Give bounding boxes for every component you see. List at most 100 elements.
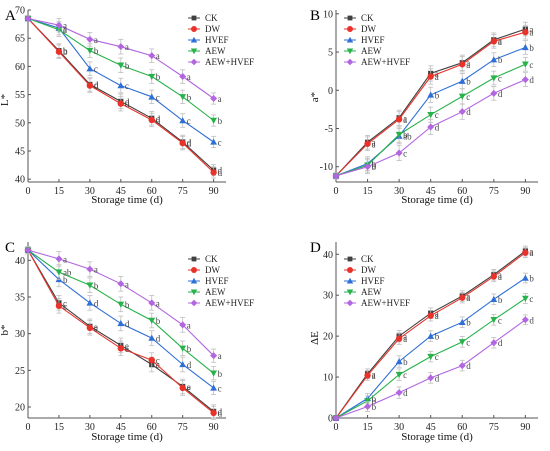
data-point	[210, 138, 218, 145]
x-tick-label: 45	[116, 422, 126, 433]
significance-label: d	[94, 81, 99, 91]
x-tick-label: 60	[147, 186, 157, 197]
data-point	[179, 384, 186, 392]
x-tick-label: 60	[457, 186, 467, 197]
significance-label: c	[403, 370, 407, 380]
data-point	[395, 389, 403, 397]
x-tick-label: 75	[489, 186, 499, 197]
legend-marker	[346, 48, 354, 55]
significance-label: e	[125, 344, 129, 354]
significance-label: c	[63, 298, 67, 308]
legend-label: AEW+HVEF	[361, 57, 410, 67]
significance-label: b	[435, 90, 440, 100]
x-axis-title: Storage time (d)	[91, 431, 163, 443]
y-tick-label: 40	[15, 175, 25, 186]
y-tick-label: -10	[320, 162, 333, 173]
significance-label: b	[63, 47, 68, 57]
significance-label: c	[94, 64, 98, 74]
significance-label: b	[156, 316, 161, 326]
y-tick-label: 10	[323, 373, 333, 384]
significance-label: b	[187, 92, 192, 102]
data-point	[427, 73, 434, 80]
significance-label: a	[63, 25, 67, 35]
significance-label: a	[403, 115, 407, 125]
y-tick-label: 30	[323, 291, 333, 302]
data-point	[179, 139, 186, 147]
x-tick-label: 90	[209, 422, 219, 433]
significance-label: a	[466, 293, 470, 303]
data-point	[179, 321, 187, 329]
data-point	[395, 116, 403, 123]
chart-panel-b: -10 -5 0 5 10 0 15 30 45 60 75 90 Storage time (d) a*…	[309, 8, 538, 206]
legend-marker	[347, 15, 353, 21]
series-aew-hvef: a a a a a a	[24, 245, 222, 363]
data-point	[521, 274, 529, 281]
significance-label: e	[187, 383, 191, 393]
data-point	[490, 56, 498, 63]
y-tick-label: -5	[325, 124, 333, 135]
significance-label: d	[435, 122, 440, 132]
legend-label: AEW	[205, 287, 226, 297]
significance-label: a	[187, 320, 191, 330]
legend-marker	[190, 58, 198, 66]
significance-label: d	[125, 319, 130, 329]
significance-label: a	[372, 138, 376, 148]
significance-label: b	[372, 161, 377, 171]
data-point	[395, 149, 403, 157]
data-point	[490, 89, 498, 97]
data-point	[427, 112, 435, 119]
significance-label: d	[218, 166, 223, 176]
significance-label: a	[529, 28, 533, 38]
panel-label: C	[5, 240, 15, 256]
legend-marker	[190, 299, 198, 307]
significance-label: ab	[63, 268, 72, 278]
data-point	[179, 94, 187, 101]
legend-marker	[191, 26, 197, 32]
series-aew-hvef: b d d d d d	[332, 314, 534, 422]
data-point	[427, 374, 435, 382]
x-tick-label: 30	[394, 422, 404, 433]
legend-marker	[346, 36, 354, 43]
significance-label: a	[187, 72, 191, 82]
x-tick-label: 45	[426, 422, 436, 433]
legend-label: CK	[361, 254, 374, 264]
y-tick-label: 35	[15, 293, 25, 304]
significance-label: a	[403, 332, 407, 342]
y-tick-label: 65	[15, 34, 25, 45]
data-point	[521, 76, 529, 84]
significance-label: d	[187, 137, 192, 147]
significance-label: b	[498, 55, 503, 65]
data-point	[490, 75, 498, 82]
significance-label: c	[156, 92, 160, 102]
data-point	[458, 77, 466, 84]
x-tick-label: 0	[334, 186, 339, 197]
significance-label: d	[466, 107, 471, 117]
significance-label: b	[63, 46, 68, 56]
significance-label: b	[63, 275, 68, 285]
significance-label: d	[218, 407, 223, 417]
x-tick-label: 30	[394, 186, 404, 197]
significance-label: b	[466, 318, 471, 328]
significance-label: d	[156, 334, 161, 344]
data-point	[427, 353, 435, 361]
legend-label: AEW+HVEF	[205, 57, 254, 67]
significance-label: b	[156, 72, 161, 82]
data-point	[179, 361, 187, 368]
data-point	[364, 398, 371, 405]
significance-label: b	[403, 130, 408, 140]
panel-label: B	[310, 8, 320, 24]
y-tick-label: 20	[15, 403, 25, 414]
legend-label: AEW	[205, 46, 226, 56]
significance-label: d	[498, 89, 503, 99]
x-tick-label: 90	[520, 422, 530, 433]
significance-label: c	[435, 352, 439, 362]
significance-label: b	[218, 369, 223, 379]
x-tick-label: 75	[178, 422, 188, 433]
x-tick-label: 75	[489, 422, 499, 433]
data-point	[210, 409, 217, 417]
significance-label: a	[466, 58, 470, 68]
x-tick-label: 75	[178, 186, 188, 197]
